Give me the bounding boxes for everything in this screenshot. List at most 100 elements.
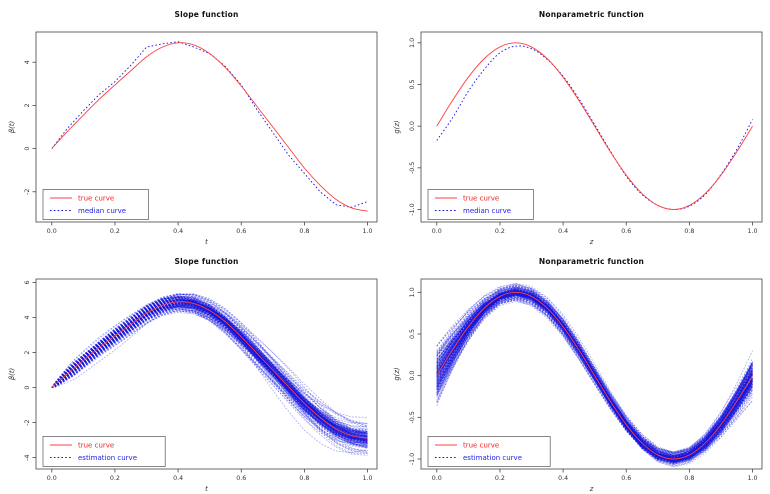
estimation-curve <box>51 293 368 446</box>
legend-label: median curve <box>78 207 126 215</box>
estimation-curve <box>51 297 368 445</box>
estimation-curve <box>51 302 368 433</box>
x-tick-label: 1.0 <box>748 475 758 482</box>
x-tick-label: 0.0 <box>432 475 442 482</box>
estimation-curve <box>51 302 368 441</box>
estimation-curve <box>51 295 368 445</box>
estimation-curve <box>436 288 753 461</box>
estimation-curve <box>51 293 368 448</box>
estimation-curve <box>51 301 368 427</box>
estimation-curve <box>436 285 753 455</box>
legend-label: true curve <box>78 441 114 449</box>
y-tick-label: -0.5 <box>409 162 416 174</box>
y-tick-label: 0 <box>24 386 31 390</box>
estimation-curve <box>436 300 753 463</box>
plot-title: Slope function <box>174 257 239 266</box>
estimation-curve <box>436 292 753 454</box>
legend-label: estimation curve <box>463 454 522 462</box>
estimation-curve <box>436 290 753 461</box>
estimation-curve <box>51 306 368 433</box>
estimation-curve <box>436 288 753 464</box>
estimation-curve <box>51 303 368 447</box>
estimation-curve <box>51 304 368 456</box>
x-tick-label: 0.0 <box>47 475 57 482</box>
estimation-curve <box>51 306 368 434</box>
estimation-curve <box>436 291 753 456</box>
estimation-curve <box>51 305 368 439</box>
estimation-curve <box>51 293 368 444</box>
estimation-curve <box>51 297 368 441</box>
estimation-curve <box>51 299 368 439</box>
estimation-curve <box>436 289 753 462</box>
estimation-curve <box>436 291 753 461</box>
estimation-curve <box>436 285 753 456</box>
estimation-curve <box>436 291 753 461</box>
estimation-curve <box>51 298 368 444</box>
x-axis-label: t <box>205 485 208 493</box>
estimation-curve <box>51 308 368 434</box>
estimation-curve <box>436 289 753 461</box>
estimation-curve <box>51 304 368 440</box>
estimation-curve <box>436 293 753 459</box>
estimation-curve <box>51 301 368 438</box>
plot-title: Nonparametric function <box>538 257 645 266</box>
estimation-curve <box>436 285 753 464</box>
y-tick-label: -4 <box>24 454 31 460</box>
estimation-curve <box>51 302 368 443</box>
legend-label: median curve <box>463 207 511 215</box>
estimation-curve <box>51 298 368 446</box>
plot-canvas-nonparametric-median: 0.0 0.2 0.4 0.6 0.8 1.0 -1.0 -0.5 0.0 0.5 1.0 z g(z)… <box>393 31 763 246</box>
estimation-curve <box>51 305 368 435</box>
estimation-curve <box>436 296 753 459</box>
estimation-curve <box>436 293 753 464</box>
x-tick-label: 0.0 <box>47 228 57 235</box>
estimation-curve <box>51 299 368 435</box>
estimation-curve <box>51 297 368 448</box>
estimation-curve <box>51 308 368 435</box>
y-axis-label: g(z) <box>393 120 401 133</box>
estimation-curve <box>51 300 368 443</box>
estimation-curve <box>436 297 753 457</box>
x-tick-label: 1.0 <box>363 475 373 482</box>
estimation-curve <box>436 291 753 464</box>
estimation-curve <box>51 305 368 451</box>
x-tick-label: 0.8 <box>299 475 309 482</box>
estimation-curve <box>51 305 368 449</box>
estimation-curve <box>436 292 753 462</box>
estimation-curve <box>436 289 753 464</box>
legend: true curve estimation curve <box>427 436 551 467</box>
median-curve <box>51 41 368 208</box>
y-tick-label: -1.0 <box>409 453 416 465</box>
y-tick-label: 0.0 <box>409 371 416 381</box>
estimation-curve <box>436 288 753 462</box>
estimation-curve <box>51 304 368 434</box>
estimation-curve <box>51 296 368 444</box>
estimation-curve <box>51 295 368 444</box>
estimation-curve <box>51 301 368 434</box>
estimation-curve <box>436 290 753 465</box>
plot-title: Nonparametric function <box>538 10 645 19</box>
estimation-curve <box>436 294 753 462</box>
estimation-curve <box>51 299 368 439</box>
legend-label: true curve <box>463 441 499 449</box>
estimation-curve <box>436 292 753 460</box>
estimation-curve <box>51 298 368 442</box>
estimation-curve <box>51 301 368 440</box>
estimation-curve <box>51 305 368 437</box>
x-tick-label: 0.6 <box>621 228 631 235</box>
estimation-curve <box>51 296 368 438</box>
legend: true curve estimation curve <box>42 436 166 467</box>
estimation-curve <box>51 301 368 434</box>
plot-box <box>420 278 763 470</box>
estimation-curve <box>436 294 753 465</box>
estimation-curve <box>51 297 368 446</box>
estimation-curve <box>436 290 753 461</box>
estimation-curve <box>436 290 753 459</box>
y-tick-label: 2 <box>24 351 31 355</box>
estimation-curve <box>436 291 753 460</box>
estimation-curve <box>436 284 753 467</box>
estimation-curve <box>436 284 753 461</box>
estimation-curve <box>51 299 368 454</box>
estimation-curve <box>51 303 368 441</box>
estimation-curve <box>51 305 368 439</box>
